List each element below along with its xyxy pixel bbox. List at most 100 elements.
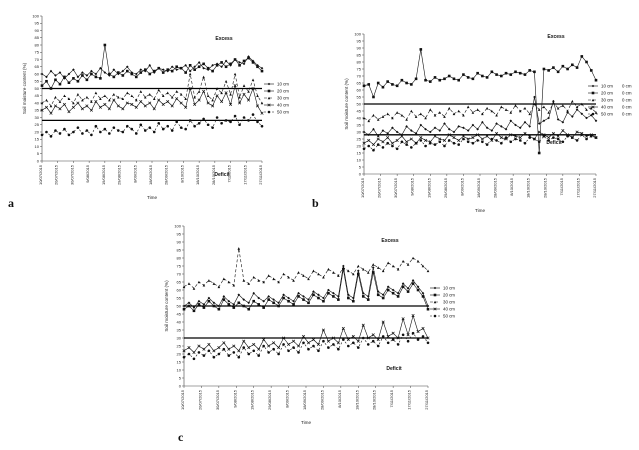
data-point [589,106,593,110]
data-point [566,109,569,113]
data-point [267,274,270,277]
data-point [215,87,219,90]
data-point [556,70,560,74]
data-point [175,97,179,101]
data-point [447,106,451,110]
series-line [363,96,597,137]
series-30-cm [182,247,430,290]
y-tick-label: 35 [177,327,182,332]
data-point [386,141,389,145]
data-point [139,90,143,93]
data-point [362,84,366,88]
data-point [509,111,513,114]
data-point [99,130,102,134]
data-point [161,127,165,131]
y-tick-label: 100 [174,223,181,228]
data-point [542,119,546,123]
data-point [556,106,560,110]
data-point [584,134,589,138]
data-point [193,124,196,128]
data-point [85,78,89,82]
data-point [367,144,371,148]
y-tick-label: 40 [357,115,362,120]
data-point [179,126,183,129]
data-point [495,73,498,76]
data-point [197,303,201,306]
y-tick-label: 35 [35,108,40,113]
data-point [81,98,84,102]
y-axis-title: Soil moisture content (%) [22,62,27,114]
data-point [184,105,188,109]
chart-b-svg: 0 5 10 15 20 25 30 35 40 45 50 55 60 65 70 75 80 85 90 95 10… [344,31,632,213]
data-point [556,134,560,138]
data-point [322,275,325,279]
y-tick-label: 90 [177,239,182,244]
data-point [112,68,116,71]
data-point [192,309,196,313]
data-point [224,79,228,83]
data-point [211,126,214,129]
data-point [252,275,256,279]
chart-panel-b: 0 5 10 15 20 25 30 35 40 45 50 55 60 65 70 75 80 85 90 95 10… [326,6,636,213]
data-point [224,119,228,122]
x-tick-label: 8/10/2015 [337,389,342,408]
data-point [575,108,579,111]
data-point [67,110,71,114]
data-point [272,298,275,301]
data-point [262,280,265,284]
data-point [222,347,226,351]
data-point [542,67,546,71]
data-point [157,122,161,125]
data-point [260,111,264,115]
data-point [416,330,420,334]
data-point [72,77,75,80]
data-point [277,304,280,308]
legend-label: 40 cm [601,105,613,110]
data-point [143,129,147,132]
data-point [232,306,236,309]
data-point [500,125,503,128]
data-point [452,141,456,145]
data-point [476,108,479,111]
legend-label: 10 cm [443,286,455,291]
data-point [518,109,522,113]
data-point [202,66,205,70]
y-tick-label: 40 [177,319,182,324]
data-point [547,116,550,120]
y-tick-label: 75 [35,50,40,55]
data-point [424,138,428,142]
data-point [533,95,536,99]
data-point [327,288,330,292]
y-tick-label: 60 [357,87,362,92]
data-point [514,104,517,107]
legend-label: 50 cm [277,110,289,115]
data-point [381,335,385,338]
data-point [58,82,62,86]
data-point [406,287,410,290]
series-line [41,56,263,79]
data-point [130,72,134,76]
y-tick-label: 100 [32,13,39,18]
data-point [242,92,246,96]
data-point [556,118,560,121]
data-point [212,349,216,353]
data-point [256,64,259,67]
data-point [372,95,375,99]
data-point [376,137,380,141]
data-point [352,272,355,276]
data-point [571,136,574,139]
data-point [148,126,152,129]
data-point [272,277,275,281]
x-tick-label: 20/07/2015 [54,164,59,185]
data-point [130,102,134,106]
data-point [316,342,320,346]
x-tick-label: 30/07/2015 [69,164,74,185]
legend-marker [267,82,271,86]
data-point [452,77,456,81]
data-point [580,133,584,137]
data-point [542,105,546,109]
data-point [197,61,201,64]
legend-label: 20 cm [277,89,289,94]
data-point [192,357,196,361]
data-point [356,269,360,273]
